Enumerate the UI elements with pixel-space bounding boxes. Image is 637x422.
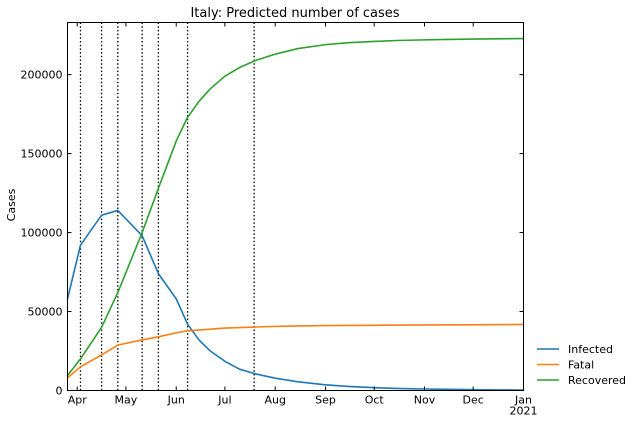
legend-label-infected: Infected (568, 343, 613, 356)
x-tick-sublabel-jan: 2021 (510, 405, 538, 418)
plot-frame (67, 22, 524, 391)
y-tick-label-200000: 200000 (21, 69, 63, 82)
x-tick-label-may: May (115, 394, 138, 407)
axes-ticks: 0 50000 100000 150000 200000 Apr May Jun Jul Aug S… (21, 22, 538, 418)
legend-label-fatal: Fatal (568, 359, 594, 372)
x-tick-label-oct: Oct (365, 394, 385, 407)
series-line-fatal (66, 323, 524, 379)
legend: Infected Fatal Recovered (537, 343, 626, 387)
series-line-recovered (66, 37, 524, 376)
y-tick-label-150000: 150000 (21, 148, 63, 161)
legend-label-recovered: Recovered (568, 374, 626, 387)
x-tick-label-nov: Nov (414, 394, 436, 407)
x-tick-label-jul: Jul (217, 394, 231, 407)
x-tick-label-jan: Jan (514, 394, 532, 407)
y-tick-label-0: 0 (56, 385, 63, 398)
x-tick-label-sep: Sep (315, 394, 336, 407)
chart-title: Italy: Predicted number of cases (190, 6, 399, 21)
series-lines (66, 37, 524, 391)
series-line-infected (66, 209, 524, 391)
y-tick-label-100000: 100000 (21, 227, 63, 240)
x-tick-label-jun: Jun (167, 394, 185, 407)
y-axis-label: Cases (5, 188, 18, 221)
y-tick-label-50000: 50000 (28, 306, 63, 319)
x-tick-label-apr: Apr (68, 394, 88, 407)
x-tick-label-dec: Dec (463, 394, 484, 407)
x-tick-label-aug: Aug (264, 394, 285, 407)
